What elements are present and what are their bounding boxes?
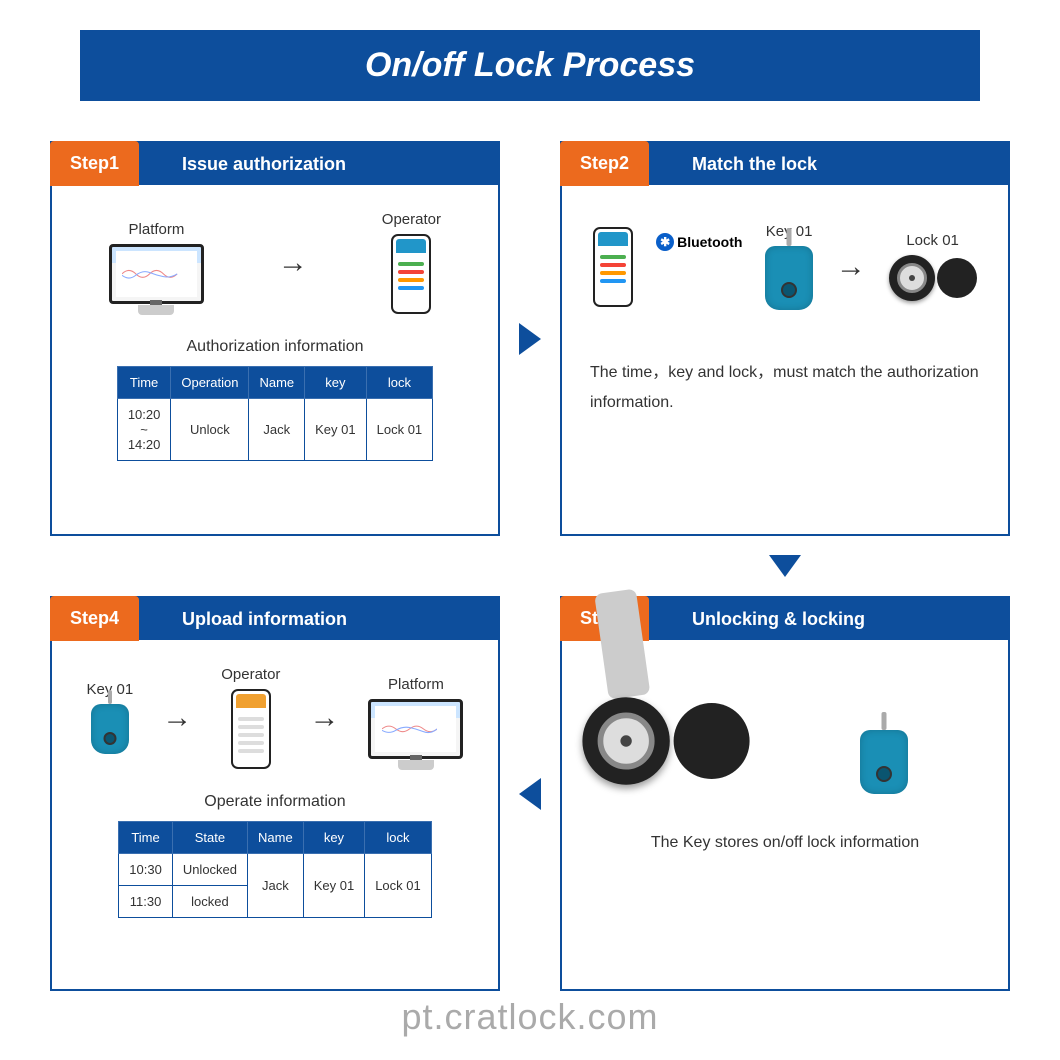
- platform-label: Platform: [368, 676, 463, 693]
- arrow-s3-s4: [500, 596, 560, 991]
- th: lock: [366, 367, 433, 399]
- th: Time: [117, 367, 171, 399]
- page-title: On/off Lock Process: [80, 30, 980, 101]
- panel-step3: Step3 Unlocking & locking The Key stores…: [560, 596, 1010, 991]
- bt-text: Bluetooth: [677, 234, 742, 250]
- monitor-icon: [368, 699, 463, 759]
- bluetooth-icon: ✱: [656, 233, 674, 251]
- th: lock: [365, 822, 432, 854]
- panel-step2: Step2 Match the lock: [560, 141, 1010, 536]
- step4-tag: Step4: [50, 596, 139, 641]
- phone-icon: [391, 234, 431, 314]
- bluetooth-label: ✱ Bluetooth: [656, 233, 742, 251]
- panel-step1: Step1 Issue authorization Platform → Ope…: [50, 141, 500, 536]
- arrow-icon: →: [278, 246, 308, 280]
- arrow-s2-s3: [560, 536, 1010, 596]
- auth-table: Time Operation Name key lock 10:20 ~ 14:…: [117, 366, 433, 461]
- monitor-icon: [109, 244, 204, 304]
- step2-desc: The time，key and lock，must match the aut…: [582, 358, 988, 419]
- td: Key 01: [305, 399, 366, 461]
- operate-table: Time State Name key lock 10:30 Unlocked …: [118, 821, 431, 918]
- lock-label: Lock 01: [889, 232, 977, 249]
- operator-label: Operator: [221, 666, 280, 683]
- keyfob-icon: [91, 704, 129, 754]
- td: Jack: [248, 854, 304, 918]
- th: key: [305, 367, 366, 399]
- td: Unlocked: [172, 854, 247, 886]
- td: Jack: [249, 399, 305, 461]
- th: State: [172, 822, 247, 854]
- td: 11:30: [119, 886, 173, 918]
- watermark-text: pt.cratlock.com: [0, 996, 1060, 1038]
- th: key: [303, 822, 364, 854]
- lock-large-icon: [582, 697, 749, 784]
- th: Name: [249, 367, 305, 399]
- th: Name: [248, 822, 304, 854]
- step1-tag: Step1: [50, 141, 139, 186]
- panel-step4: Step4 Upload information Key 01 → Operat…: [50, 596, 500, 991]
- phone-icon: [593, 227, 633, 307]
- phone-icon: [231, 689, 271, 769]
- operate-info-title: Operate information: [72, 793, 478, 811]
- keyfob-icon: [860, 730, 908, 794]
- td: 10:20 ~ 14:20: [117, 399, 171, 461]
- td: locked: [172, 886, 247, 918]
- step2-tag: Step2: [560, 141, 649, 186]
- td: Key 01: [303, 854, 364, 918]
- td: 10:30: [119, 854, 173, 886]
- operator-label: Operator: [382, 211, 441, 228]
- th: Operation: [171, 367, 249, 399]
- lock-icon: [889, 255, 977, 301]
- td: Unlock: [171, 399, 249, 461]
- platform-label: Platform: [109, 221, 204, 238]
- arrow-s1-s2: [500, 141, 560, 536]
- process-grid: Step1 Issue authorization Platform → Ope…: [50, 141, 1010, 991]
- td: Lock 01: [365, 854, 432, 918]
- th: Time: [119, 822, 173, 854]
- auth-info-title: Authorization information: [72, 338, 478, 356]
- arrow-icon: →: [836, 250, 866, 284]
- td: Lock 01: [366, 399, 433, 461]
- keyfob-icon: [765, 246, 813, 310]
- arrow-icon: →: [309, 701, 339, 735]
- arrow-icon: →: [162, 701, 192, 735]
- step3-caption: The Key stores on/off lock information: [651, 834, 919, 852]
